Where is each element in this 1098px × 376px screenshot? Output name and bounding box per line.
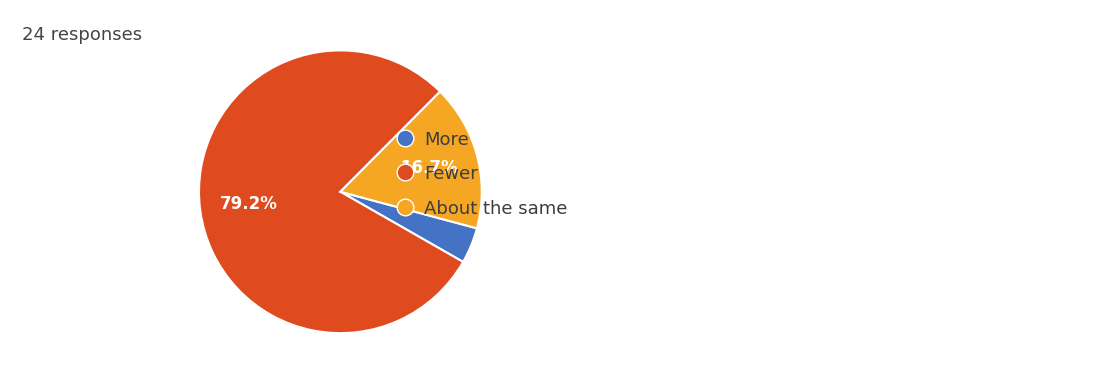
Wedge shape (340, 192, 477, 262)
Wedge shape (340, 92, 482, 228)
Wedge shape (199, 50, 463, 333)
Text: 24 responses: 24 responses (22, 26, 142, 44)
Text: 79.2%: 79.2% (221, 195, 278, 213)
Text: 16.7%: 16.7% (401, 159, 458, 177)
Legend: More, Fewer, About the same: More, Fewer, About the same (392, 121, 576, 227)
